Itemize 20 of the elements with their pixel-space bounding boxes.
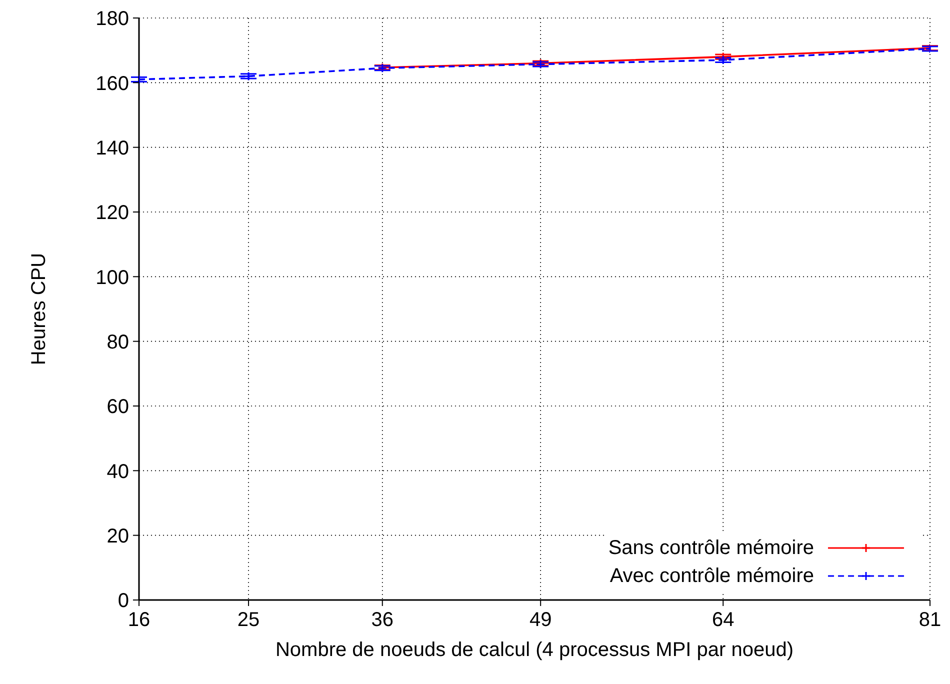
y-axis-title: Heures CPU <box>28 252 50 366</box>
y-tick-label: 140 <box>96 137 129 160</box>
x-tick-label: 49 <box>529 609 552 632</box>
legend-label: Sans contrôle mémoire <box>608 536 814 560</box>
y-tick-label: 100 <box>96 266 129 289</box>
y-tick-label: 0 <box>118 590 129 612</box>
y-tick-label: 160 <box>96 72 129 95</box>
y-tick-label: 180 <box>96 8 129 30</box>
x-tick-label: 36 <box>371 609 394 632</box>
legend-label: Avec contrôle mémoire <box>610 564 814 588</box>
y-tick-label: 60 <box>106 396 129 418</box>
x-tick-label: 81 <box>918 609 942 632</box>
y-tick-label: 40 <box>106 460 129 483</box>
x-tick-label: 64 <box>712 609 734 632</box>
x-tick-label: 16 <box>128 609 150 632</box>
y-tick-label: 120 <box>96 202 129 224</box>
x-tick-label: 25 <box>237 609 260 632</box>
y-tick-label: 80 <box>106 331 129 354</box>
x-axis-title: Nombre de noeuds de calcul (4 processus MPI par noeud) <box>275 639 794 661</box>
y-tick-label: 20 <box>106 525 129 548</box>
